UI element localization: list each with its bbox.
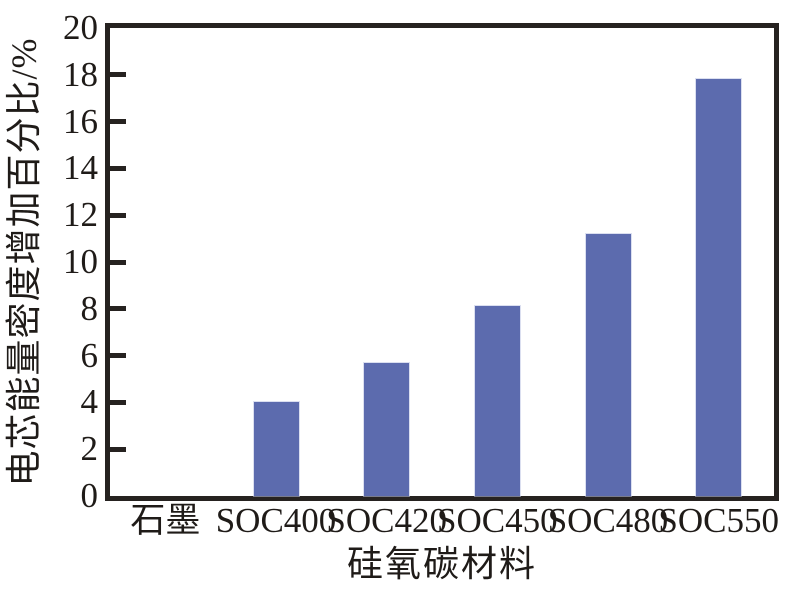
y-tick-mark (110, 306, 126, 312)
x-category-label-SOC480: SOC480 (547, 501, 669, 540)
x-category-label-SOC400: SOC400 (215, 501, 337, 540)
y-tick-mark (110, 212, 126, 218)
bar-SOC420 (364, 362, 410, 496)
y-tick-mark (110, 165, 126, 171)
y-tick-mark (110, 259, 126, 265)
y-tick-label: 12 (63, 195, 98, 235)
y-tick-label: 16 (63, 101, 98, 141)
x-category-label-SOC420: SOC420 (326, 501, 447, 540)
x-category-label-石墨: 石墨 (130, 501, 201, 540)
y-tick-label: 2 (80, 429, 99, 469)
bar-SOC400 (253, 402, 299, 496)
y-tick-label: 14 (63, 148, 98, 188)
y-tick-label: 20 (63, 8, 98, 47)
y-tick-mark (110, 353, 126, 359)
bar-SOC450 (474, 306, 520, 496)
x-axis-title: 硅氧碳材料 (346, 544, 537, 584)
bar-SOC550 (696, 79, 742, 496)
plot-area (105, 23, 779, 501)
bar-SOC480 (585, 233, 631, 496)
y-tick-label: 4 (80, 382, 99, 422)
x-category-label-SOC450: SOC450 (437, 501, 558, 540)
y-tick-label: 18 (63, 54, 98, 94)
y-tick-label: 6 (80, 335, 99, 375)
y-tick-label: 8 (80, 288, 99, 328)
y-tick-mark (110, 72, 126, 78)
x-category-label-SOC550: SOC550 (658, 501, 779, 540)
y-tick-label: 10 (63, 242, 98, 281)
y-tick-label: 0 (80, 476, 99, 515)
y-tick-mark (110, 446, 126, 452)
y-tick-mark (110, 399, 126, 405)
y-tick-mark (110, 119, 126, 125)
